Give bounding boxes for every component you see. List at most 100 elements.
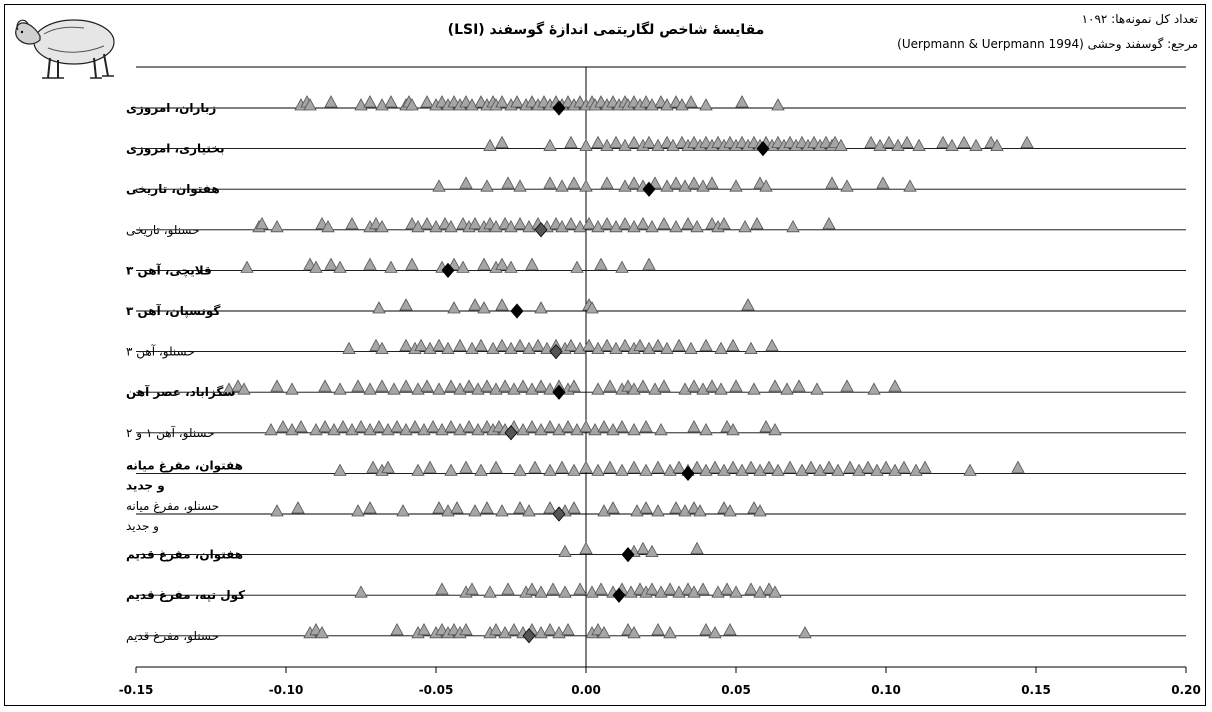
sample-triangle-marker: [729, 585, 743, 598]
sample-triangle-marker: [432, 338, 446, 352]
sample-triangle-marker: [333, 463, 347, 476]
sample-triangle-marker: [270, 379, 284, 392]
sample-triangle-marker: [354, 419, 368, 433]
sample-triangle-marker: [459, 460, 473, 473]
sample-triangle-marker: [444, 419, 458, 433]
sample-triangle-marker: [618, 216, 632, 230]
sample-count-note: تعداد کل نمونه‌ها: ۱۰۹۲: [1081, 12, 1198, 26]
sample-triangle-marker: [957, 135, 971, 149]
sample-triangle-marker: [513, 216, 527, 230]
sample-triangle-marker: [513, 463, 527, 476]
sample-triangle-marker: [351, 379, 365, 392]
sample-triangle-marker: [729, 379, 743, 392]
sample-triangle-marker: [579, 460, 593, 473]
sample-triangle-marker: [459, 176, 473, 189]
sample-triangle-marker: [495, 135, 509, 149]
sample-triangle-marker: [912, 138, 926, 152]
sample-triangle-marker: [831, 463, 845, 476]
sample-triangle-marker: [642, 257, 656, 270]
sample-triangle-marker: [564, 338, 578, 352]
sample-triangle-marker: [783, 460, 797, 473]
sample-triangle-marker: [687, 379, 701, 392]
sample-triangle-marker: [558, 544, 572, 557]
sample-triangle-marker: [294, 419, 308, 433]
sample-triangle-marker: [333, 260, 347, 273]
sample-triangle-marker: [840, 179, 854, 192]
sample-triangle-marker: [432, 501, 446, 514]
mean-diamond-marker: [534, 222, 548, 238]
sample-triangle-marker: [744, 460, 758, 473]
sample-triangle-marker: [525, 257, 539, 270]
sample-triangle-marker: [669, 176, 683, 189]
data-row: حسنلو، مفرغ قدیم: [126, 622, 1186, 644]
sample-triangle-marker: [474, 338, 488, 352]
sample-triangle-marker: [945, 138, 959, 152]
sample-triangle-marker: [708, 625, 722, 639]
row-label-line: کول تپه، مفرغ قدیم: [126, 588, 245, 603]
sample-triangle-marker: [834, 138, 848, 152]
sample-triangle-marker: [843, 460, 857, 473]
sample-triangle-marker: [768, 379, 782, 392]
sample-triangle-marker: [384, 260, 398, 273]
mean-diamond-marker: [504, 425, 518, 441]
sample-triangle-marker: [465, 582, 479, 595]
row-label-line: گونسپان، آهن ۳: [126, 303, 220, 319]
sample-triangle-marker: [618, 338, 632, 352]
sample-triangle-marker: [375, 219, 389, 233]
mean-diamond-marker: [441, 262, 455, 279]
sample-triangle-marker: [726, 460, 740, 473]
data-row: هفتوان، مفرغ قدیم: [126, 541, 1186, 563]
mean-diamond-marker: [756, 140, 770, 157]
sample-triangle-marker: [696, 582, 710, 595]
sample-triangle-marker: [645, 219, 659, 233]
sample-triangle-marker: [633, 338, 647, 352]
mean-diamond-marker: [510, 303, 524, 319]
sample-triangle-marker: [582, 338, 596, 352]
data-row: هفتوان، تاریخی: [126, 176, 1186, 197]
row-label: حسنلو، آهن ۳: [126, 344, 195, 360]
sample-triangle-marker: [726, 338, 740, 352]
sample-triangle-marker: [237, 382, 251, 395]
sample-triangle-marker: [363, 257, 377, 270]
sample-triangle-marker: [729, 179, 743, 192]
sample-triangle-marker: [672, 460, 686, 473]
row-label-line: حسنلو، تاریخی: [126, 223, 199, 238]
sample-triangle-marker: [351, 504, 365, 517]
sample-triangle-marker: [459, 622, 473, 636]
sample-triangle-marker: [594, 257, 608, 270]
sample-triangle-marker: [750, 216, 764, 230]
sample-triangle-marker: [450, 501, 464, 514]
sample-triangle-marker: [399, 338, 413, 352]
sample-triangle-marker: [579, 419, 593, 433]
sample-triangle-marker: [567, 463, 581, 476]
sample-triangle-marker: [669, 501, 683, 514]
sample-triangle-marker: [765, 338, 779, 352]
row-label-line: حسنلو، آهن ۱ و ۲: [126, 425, 215, 441]
sample-triangle-marker: [513, 501, 527, 514]
sample-triangle-marker: [936, 135, 950, 149]
sample-triangle-marker: [822, 460, 836, 473]
sample-triangle-marker: [990, 138, 1004, 152]
sample-triangle-marker: [759, 419, 773, 433]
sample-triangle-marker: [657, 216, 671, 230]
sample-triangle-marker: [546, 582, 560, 595]
sample-triangle-marker: [534, 585, 548, 598]
x-tick-label: 0.15: [1021, 683, 1051, 697]
sample-triangle-marker: [627, 460, 641, 473]
sample-triangle-marker: [570, 260, 584, 273]
sample-triangle-marker: [645, 582, 659, 595]
sample-triangle-marker: [699, 338, 713, 352]
sample-triangle-marker: [444, 463, 458, 476]
sample-triangle-marker: [501, 582, 515, 595]
sample-triangle-marker: [663, 582, 677, 595]
sample-triangle-marker: [291, 501, 305, 514]
sample-triangle-marker: [462, 379, 476, 392]
mean-diamond-marker: [621, 546, 635, 563]
sample-triangle-marker: [903, 179, 917, 192]
sample-triangle-marker: [792, 379, 806, 392]
sample-triangle-marker: [627, 422, 641, 436]
sample-triangle-marker: [768, 585, 782, 598]
sample-triangle-marker: [270, 219, 284, 233]
sample-triangle-marker: [255, 216, 269, 230]
sample-triangle-marker: [447, 301, 461, 314]
